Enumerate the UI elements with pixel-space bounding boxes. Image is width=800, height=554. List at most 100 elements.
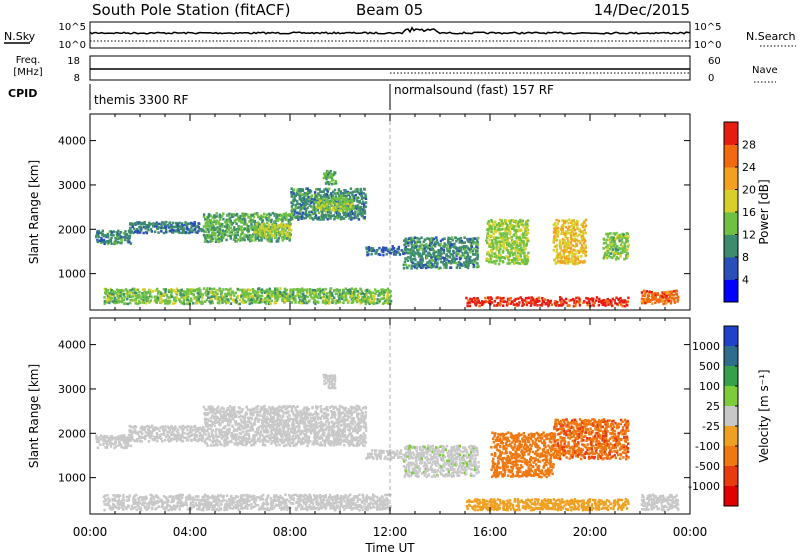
echo-cell (188, 431, 191, 434)
echo-cell (626, 248, 629, 251)
echo-cell (404, 248, 408, 252)
echo-cell (226, 412, 229, 416)
echo-cell (519, 223, 523, 226)
echo-cell (562, 245, 566, 249)
echo-cell (96, 438, 100, 441)
echo-cell (444, 261, 448, 264)
echo-cell (617, 251, 620, 255)
echo-cell (194, 426, 197, 430)
echo-cell (670, 296, 673, 300)
echo-cell (418, 254, 422, 257)
echo-cell (338, 288, 342, 292)
echo-cell (507, 257, 510, 260)
echo-cell (258, 294, 261, 297)
echo-cell (101, 435, 104, 439)
echo-cell (222, 229, 225, 233)
echo-cell (209, 223, 212, 226)
echo-cell (418, 244, 421, 248)
echo-cell (175, 291, 179, 295)
echo-cell (253, 219, 257, 223)
echo-cell (410, 245, 414, 249)
echo-cell (509, 232, 512, 235)
echo-cell (186, 425, 190, 428)
echo-cell (610, 252, 613, 255)
echo-cell (387, 302, 390, 305)
echo-cell (626, 245, 630, 248)
echo-cell (164, 288, 167, 291)
echo-cell (156, 435, 159, 439)
echo-cell (432, 253, 436, 256)
echo-cell (177, 228, 180, 232)
echo-cell (241, 291, 244, 295)
echo-cell (163, 438, 167, 442)
echo-cell (313, 291, 316, 294)
echo-cell (224, 220, 227, 224)
echo-cell (349, 294, 352, 297)
echo-cell (220, 232, 223, 235)
echo-cell (414, 258, 417, 262)
echo-cell (297, 206, 300, 209)
echo-cell (228, 231, 232, 234)
echo-cell (170, 431, 174, 434)
echo-cell (213, 424, 216, 427)
echo-cell (417, 240, 420, 244)
echo-cell (581, 222, 585, 225)
cpid-segment-0: themis 3300 RF (94, 93, 188, 107)
echo-cell (336, 299, 339, 303)
echo-cell (230, 415, 233, 419)
echo-cell (281, 434, 284, 437)
echo-cell (178, 289, 181, 292)
echo-cell (533, 303, 536, 307)
echo-cell (305, 408, 309, 412)
echo-cell (141, 299, 144, 303)
echo-cell (300, 205, 303, 209)
echo-cell (447, 238, 450, 241)
echo-cell (140, 425, 144, 429)
echo-cell (289, 430, 293, 434)
echo-cell (244, 300, 248, 304)
echo-cell (500, 297, 503, 300)
echo-cell (206, 444, 209, 447)
echo-cell (326, 292, 329, 295)
echo-cell (284, 420, 287, 424)
echo-cell (502, 304, 505, 307)
echo-cell (96, 233, 100, 237)
colorbar-tick-label: 12 (742, 229, 756, 242)
echo-cell (331, 294, 334, 297)
echo-cell (244, 437, 247, 440)
echo-cell (111, 292, 114, 296)
echo-cell (201, 228, 205, 231)
echo-cell (303, 429, 307, 432)
echo-cell (298, 188, 301, 191)
echo-cell (172, 432, 175, 436)
echo-cell (365, 288, 369, 292)
echo-cell (606, 300, 610, 304)
echo-cell (516, 251, 520, 255)
echo-cell (322, 209, 326, 213)
echo-cell (124, 444, 127, 448)
echo-cell (504, 238, 507, 242)
echo-cell (573, 223, 577, 226)
echo-cell (615, 231, 618, 235)
echo-cell (274, 407, 277, 411)
echo-cell (295, 414, 298, 418)
echo-cell (274, 223, 278, 226)
echo-cell (271, 223, 274, 226)
echo-cell (106, 435, 109, 438)
echo-cell (301, 287, 304, 290)
echo-cell (324, 195, 327, 198)
echo-cell (103, 302, 106, 305)
echo-cell (574, 252, 577, 256)
echo-cell (303, 411, 306, 414)
echo-cell (305, 438, 308, 441)
echo-cell (326, 298, 329, 302)
echo-cell (471, 250, 475, 253)
echo-cell (249, 238, 252, 241)
echo-cell (378, 293, 382, 297)
echo-cell (231, 406, 234, 410)
echo-cell (449, 246, 452, 250)
echo-cell (177, 226, 180, 229)
echo-cell (208, 233, 211, 237)
echo-cell (257, 228, 261, 231)
echo-cell (490, 225, 493, 229)
